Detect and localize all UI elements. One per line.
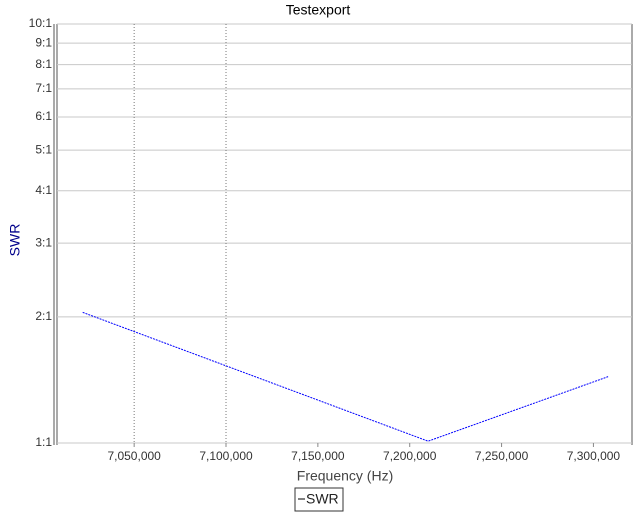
- y-tick-label: 7:1: [35, 81, 52, 95]
- series-line: [82, 311, 609, 442]
- x-tick-label: 7,100,000: [199, 449, 253, 463]
- x-tick-label: 7,200,000: [383, 449, 437, 463]
- x-tick-label: 7,050,000: [107, 449, 161, 463]
- y-tick-label: 10:1: [29, 16, 53, 30]
- y-tick-label: 1:1: [35, 435, 52, 449]
- chart-title: Testexport: [286, 2, 351, 18]
- x-tick-label: 7,250,000: [475, 449, 529, 463]
- y-axis-label: SWR: [7, 224, 23, 257]
- legend-box: [294, 487, 344, 512]
- legend: SWR: [294, 487, 344, 512]
- y-tick-label: 2:1: [35, 309, 52, 323]
- y-tick-label: 9:1: [35, 35, 52, 49]
- x-tick-label: 7,150,000: [291, 449, 345, 463]
- y-tick-label: 3:1: [35, 235, 52, 249]
- y-tick-label: 4:1: [35, 183, 52, 197]
- x-axis-label: Frequency (Hz): [297, 468, 393, 484]
- x-tick-label: 7,300,000: [567, 449, 621, 463]
- y-tick-label: 6:1: [35, 109, 52, 123]
- y-tick-label: 8:1: [35, 57, 52, 71]
- y-tick-label: 5:1: [35, 142, 52, 156]
- legend-label: SWR: [306, 491, 339, 507]
